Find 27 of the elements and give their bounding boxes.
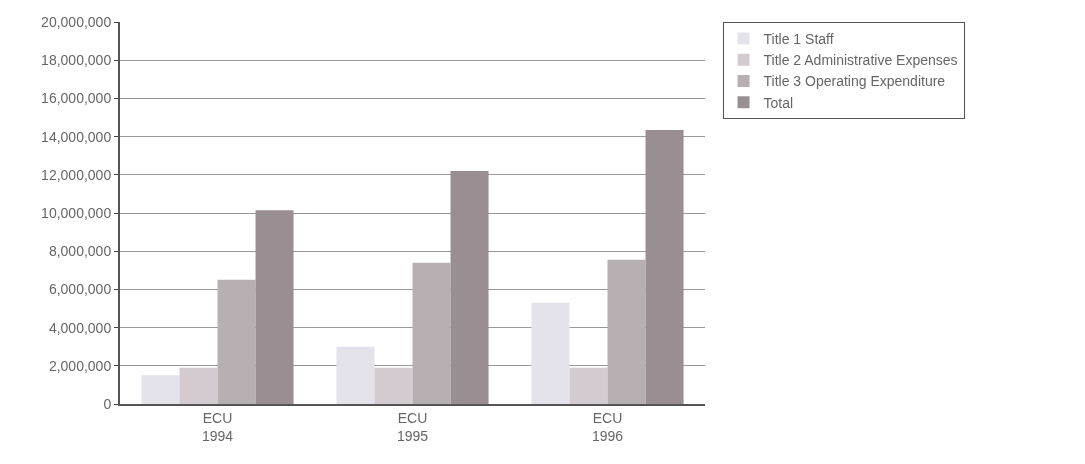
bar (531, 302, 570, 404)
y-tick-label: 14,000,000 (41, 128, 112, 145)
y-tick-label: 6,000,000 (48, 281, 112, 298)
y-tick-label: 10,000,000 (41, 204, 112, 221)
bar (569, 367, 608, 404)
legend-label: Title 3 Operating Expenditure (763, 73, 946, 90)
y-tick-label: 4,000,000 (48, 319, 112, 336)
y-tick-label: 8,000,000 (48, 243, 112, 260)
bar (607, 259, 646, 404)
x-tick-label: ECU 1995 (396, 409, 429, 444)
y-tick-label: 16,000,000 (41, 90, 112, 107)
y-tick-label: 0 (103, 395, 112, 412)
bar (141, 375, 180, 404)
bar (374, 367, 413, 404)
bar (336, 346, 375, 404)
y-tick-label: 20,000,000 (41, 13, 112, 30)
y-tick-label: 18,000,000 (41, 52, 112, 69)
x-tick-label: ECU 1994 (201, 409, 234, 444)
y-tick-label: 12,000,000 (41, 166, 112, 183)
legend-label: Title 1 Staff (763, 31, 834, 48)
x-tick-label: ECU 1996 (591, 409, 624, 444)
bar (217, 279, 256, 404)
legend-label: Title 2 Administrative Expenses (763, 52, 958, 69)
bar (412, 262, 451, 404)
y-tick-label: 2,000,000 (48, 357, 112, 374)
bar (179, 367, 218, 404)
legend-label: Total (763, 94, 794, 111)
